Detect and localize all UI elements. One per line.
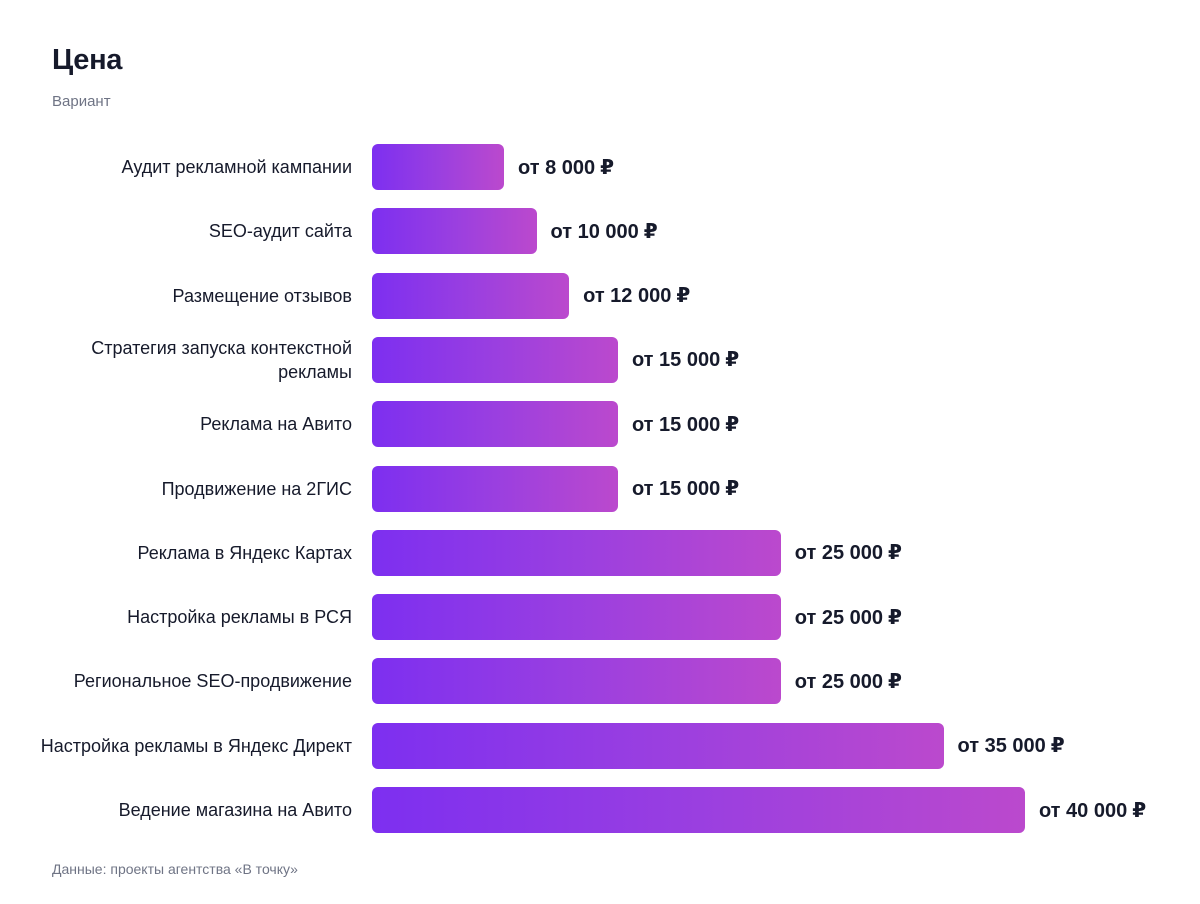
value-text: от 15 000 xyxy=(631,413,721,436)
chart-subtitle: Вариант xyxy=(52,93,111,110)
value-label: от 25 000 ₽ xyxy=(795,605,902,630)
bar xyxy=(372,208,537,255)
bar xyxy=(372,722,944,769)
bar xyxy=(372,336,618,383)
value-text: от 15 000 xyxy=(631,349,721,372)
bar xyxy=(372,401,618,448)
value-label: от 15 000 ₽ xyxy=(632,347,739,372)
currency-symbol: ₽ xyxy=(643,220,658,243)
currency-symbol: ₽ xyxy=(725,349,740,372)
value-label: от 25 000 ₽ xyxy=(795,669,902,694)
value-text: от 15 000 xyxy=(631,478,721,500)
currency-symbol: ₽ xyxy=(1132,799,1147,822)
value-label: от 25 000 ₽ xyxy=(795,540,902,565)
value-label: от 10 000 ₽ xyxy=(551,219,658,244)
bar xyxy=(372,144,504,190)
data-source-note: Данные: проекты агентства «В точку» xyxy=(52,861,298,877)
bar xyxy=(372,658,781,705)
value-label: от 15 000 ₽ xyxy=(632,476,739,501)
category-label: Реклама на Авито xyxy=(200,414,352,435)
currency-symbol: ₽ xyxy=(888,606,902,629)
bar xyxy=(372,465,618,512)
value-text: от 25 000 xyxy=(794,606,883,629)
category-label: Продвижение на 2ГИС xyxy=(161,478,352,499)
value-label: от 12 000 ₽ xyxy=(583,283,690,308)
value-text: от 8 000 xyxy=(518,156,596,179)
bar xyxy=(372,272,570,319)
category-label: Ведение магазина на Авито xyxy=(118,800,352,820)
value-label: от 40 000 ₽ xyxy=(1039,798,1146,823)
currency-symbol: ₽ xyxy=(676,285,691,308)
category-label: Реклама в Яндекс Картах xyxy=(137,542,352,563)
value-label: от 8 000 ₽ xyxy=(518,155,614,180)
value-label: от 35 000 ₽ xyxy=(958,733,1065,758)
value-label: от 15 000 ₽ xyxy=(632,412,739,437)
value-text: от 10 000 xyxy=(550,220,639,243)
bar xyxy=(372,529,781,576)
currency-symbol: ₽ xyxy=(1050,735,1065,758)
category-label: Стратегия запуска контекстной рекламы xyxy=(91,337,352,382)
value-text: от 25 000 xyxy=(794,670,883,693)
category-label: Региональное SEO-продвижение xyxy=(73,671,352,692)
bar xyxy=(372,787,1025,833)
currency-symbol: ₽ xyxy=(600,156,615,179)
value-text: от 35 000 xyxy=(957,735,1046,758)
currency-symbol: ₽ xyxy=(725,413,740,436)
chart-title: Цена xyxy=(52,44,123,76)
category-label: Настройка рекламы в Яндекс Директ xyxy=(40,735,352,756)
currency-symbol: ₽ xyxy=(888,542,902,565)
category-label: Аудит рекламной кампании xyxy=(121,157,352,177)
currency-symbol: ₽ xyxy=(888,670,902,693)
category-label: Размещение отзывов xyxy=(172,285,352,306)
currency-symbol: ₽ xyxy=(725,478,740,500)
value-text: от 12 000 xyxy=(583,285,672,308)
value-text: от 25 000 xyxy=(794,542,883,565)
bar xyxy=(372,594,781,641)
category-label: Настройка рекламы в РСЯ xyxy=(127,607,352,628)
category-label: SEO-аудит сайта xyxy=(208,221,352,242)
value-text: от 40 000 xyxy=(1038,799,1128,822)
